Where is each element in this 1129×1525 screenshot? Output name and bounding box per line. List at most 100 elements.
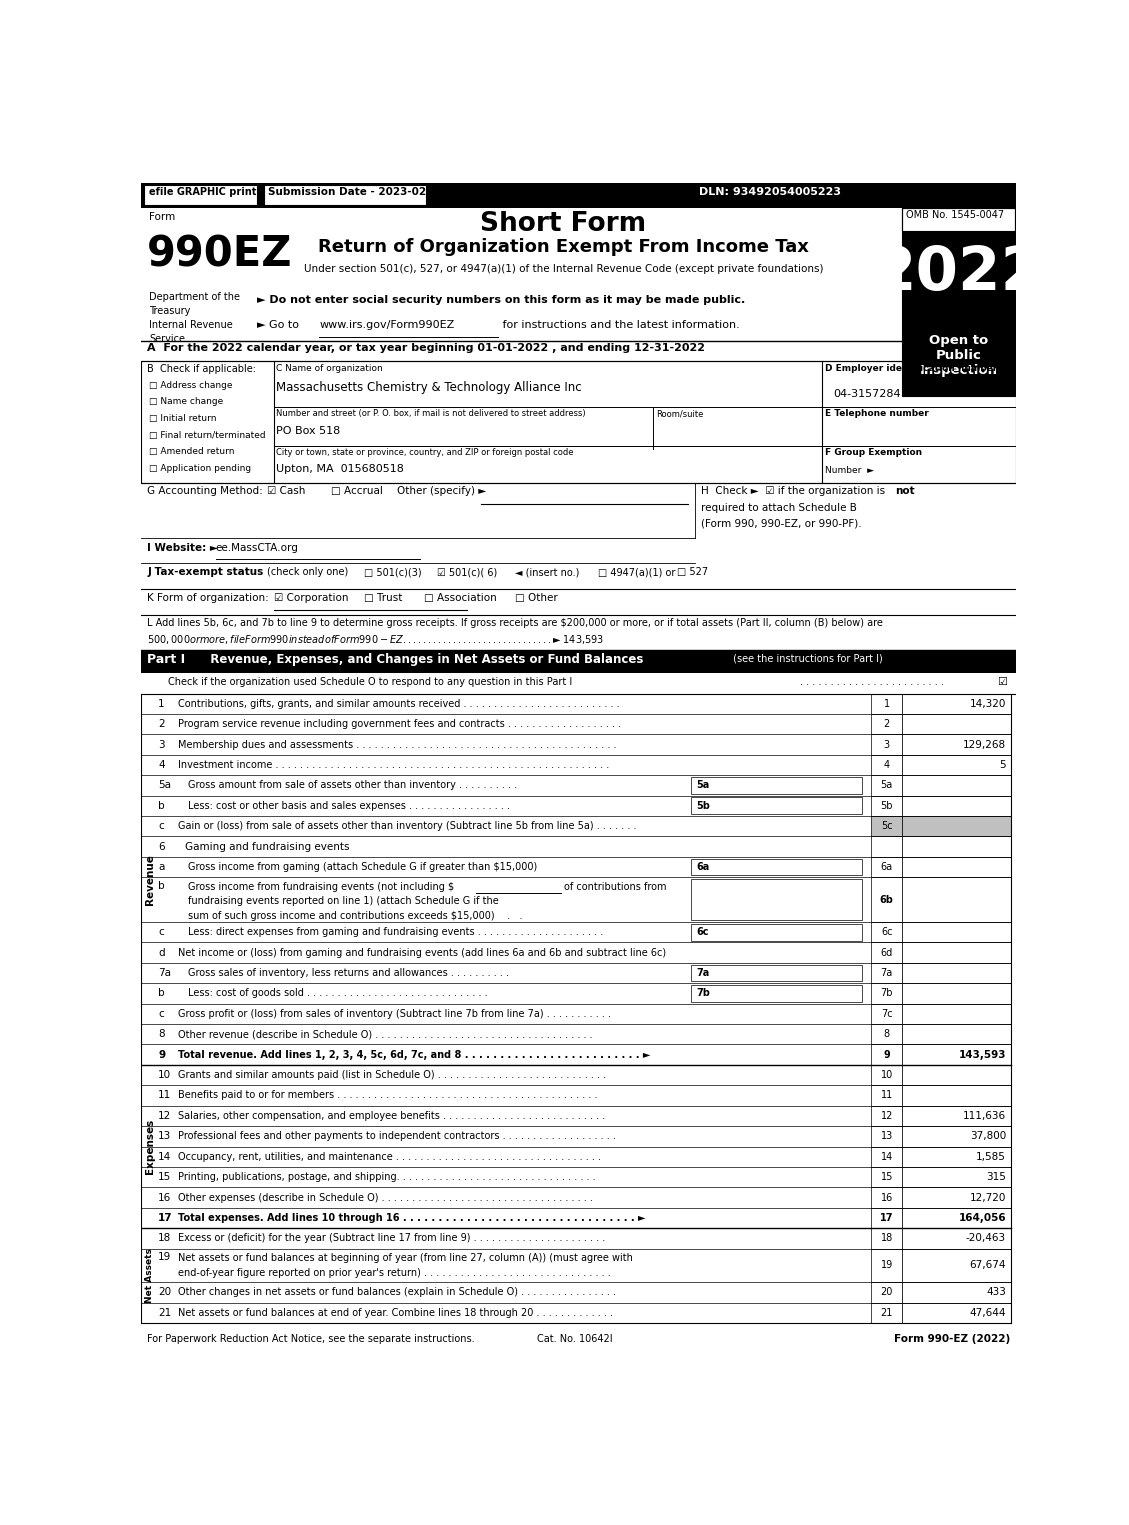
Text: 19: 19 — [158, 1252, 172, 1263]
Text: □ Final return/terminated: □ Final return/terminated — [149, 430, 265, 439]
Bar — [872, 1086, 902, 1106]
Text: 16: 16 — [881, 1193, 893, 1203]
Text: Department of the: Department of the — [149, 293, 239, 302]
Bar — [872, 984, 902, 1003]
Text: Printing, publications, postage, and shipping. . . . . . . . . . . . . . . . . .: Printing, publications, postage, and shi… — [178, 1173, 596, 1182]
Text: Net Assets: Net Assets — [146, 1247, 155, 1302]
Text: Check if the organization used Schedule O to respond to any question in this Par: Check if the organization used Schedule … — [168, 677, 572, 686]
Text: 20: 20 — [158, 1287, 172, 1298]
Text: □ Amended return: □ Amended return — [149, 447, 235, 456]
Text: Part I: Part I — [147, 654, 185, 666]
Bar — [902, 1045, 1010, 1064]
Bar — [872, 1283, 902, 1302]
Text: 6c: 6c — [881, 927, 892, 938]
Text: 433: 433 — [986, 1287, 1006, 1298]
Text: Submission Date - 2023-02-23: Submission Date - 2023-02-23 — [269, 188, 445, 197]
Text: Return of Organization Exempt From Income Tax: Return of Organization Exempt From Incom… — [318, 238, 809, 256]
Bar — [902, 1025, 1010, 1045]
Text: (check only one): (check only one) — [266, 567, 348, 578]
Text: J Tax-exempt status: J Tax-exempt status — [147, 567, 263, 578]
Text: 04-3157284: 04-3157284 — [833, 389, 901, 398]
Text: Gross amount from sale of assets other than inventory . . . . . . . . . .: Gross amount from sale of assets other t… — [187, 781, 517, 790]
Bar — [902, 816, 1010, 836]
Text: sum of such gross income and contributions exceeds $15,000)    .   .: sum of such gross income and contributio… — [187, 910, 522, 921]
Text: ☑ Corporation: ☑ Corporation — [274, 593, 349, 604]
Text: □ 527: □ 527 — [677, 567, 709, 578]
Text: 12: 12 — [881, 1110, 893, 1121]
Text: 11: 11 — [881, 1090, 893, 1101]
Text: not: not — [895, 486, 914, 496]
Text: 5c: 5c — [881, 820, 893, 831]
Bar — [902, 857, 1010, 877]
Bar — [872, 735, 902, 755]
Bar — [872, 816, 902, 836]
Text: (see the instructions for Part I): (see the instructions for Part I) — [730, 654, 883, 663]
Bar — [902, 923, 1010, 942]
Text: for instructions and the latest information.: for instructions and the latest informat… — [499, 320, 739, 329]
Text: 7a: 7a — [881, 968, 893, 978]
Text: DLN: 93492054005223: DLN: 93492054005223 — [699, 188, 841, 197]
Text: 18: 18 — [881, 1234, 893, 1243]
Bar — [902, 1188, 1010, 1208]
Bar — [691, 798, 861, 814]
Text: Net assets or fund balances at end of year. Combine lines 18 through 20 . . . . : Net assets or fund balances at end of ye… — [178, 1308, 613, 1318]
Text: A  For the 2022 calendar year, or tax year beginning 01-01-2022 , and ending 12-: A For the 2022 calendar year, or tax yea… — [147, 343, 706, 354]
Text: 5a: 5a — [881, 781, 893, 790]
Bar — [902, 230, 1015, 316]
Text: Revenue, Expenses, and Changes in Net Assets or Fund Balances: Revenue, Expenses, and Changes in Net As… — [202, 654, 642, 666]
Bar — [872, 1228, 902, 1249]
Text: ► Do not enter social security numbers on this form as it may be made public.: ► Do not enter social security numbers o… — [257, 294, 745, 305]
Text: E Telephone number: E Telephone number — [825, 409, 929, 418]
Text: 5a: 5a — [158, 781, 172, 790]
Text: Less: cost of goods sold . . . . . . . . . . . . . . . . . . . . . . . . . . . .: Less: cost of goods sold . . . . . . . .… — [187, 988, 488, 999]
Bar — [691, 965, 861, 981]
Text: 19: 19 — [881, 1260, 893, 1270]
Text: Contributions, gifts, grants, and similar amounts received . . . . . . . . . . .: Contributions, gifts, grants, and simila… — [178, 698, 620, 709]
Bar — [902, 984, 1010, 1003]
Text: c: c — [158, 820, 164, 831]
Bar — [872, 877, 902, 923]
Bar — [902, 714, 1010, 735]
Text: 6d: 6d — [881, 947, 893, 958]
Bar — [872, 1003, 902, 1025]
Bar — [263, 186, 427, 206]
Text: 7a: 7a — [695, 968, 709, 978]
Bar — [872, 923, 902, 942]
Text: 13: 13 — [158, 1132, 172, 1141]
Text: Upton, MA  015680518: Upton, MA 015680518 — [275, 464, 404, 474]
Text: Gross income from fundraising events (not including $: Gross income from fundraising events (no… — [187, 881, 454, 892]
Text: 5b: 5b — [881, 801, 893, 811]
Bar — [902, 942, 1010, 962]
Text: . . . . . . . . . . . . . . . . . . . . . . . .: . . . . . . . . . . . . . . . . . . . . … — [799, 677, 944, 686]
Bar — [902, 207, 1015, 396]
Text: 4: 4 — [158, 759, 165, 770]
Bar — [872, 1188, 902, 1208]
Text: Other changes in net assets or fund balances (explain in Schedule O) . . . . . .: Other changes in net assets or fund bala… — [178, 1287, 616, 1298]
Text: □ 4947(a)(1) or: □ 4947(a)(1) or — [598, 567, 676, 578]
Text: Internal Revenue: Internal Revenue — [149, 320, 233, 329]
Text: 7b: 7b — [881, 988, 893, 999]
Text: 21: 21 — [158, 1308, 172, 1318]
Text: c: c — [158, 927, 164, 938]
Text: 17: 17 — [879, 1212, 893, 1223]
Text: $500,000 or more, file Form 990 instead of Form 990-EZ . . . . . . . . . . . . .: $500,000 or more, file Form 990 instead … — [147, 633, 604, 647]
Text: 67,674: 67,674 — [970, 1260, 1006, 1270]
Text: www.irs.gov/Form990EZ: www.irs.gov/Form990EZ — [320, 320, 455, 329]
Text: Gross income from gaming (attach Schedule G if greater than $15,000): Gross income from gaming (attach Schedul… — [187, 862, 537, 872]
Text: 7c: 7c — [881, 1010, 893, 1019]
Bar — [902, 775, 1010, 796]
Bar — [141, 361, 1016, 482]
Bar — [872, 1147, 902, 1167]
Bar — [902, 962, 1010, 984]
Text: Net assets or fund balances at beginning of year (from line 27, column (A)) (mus: Net assets or fund balances at beginning… — [178, 1254, 633, 1263]
Text: □ Application pending: □ Application pending — [149, 464, 251, 473]
Text: Investment income . . . . . . . . . . . . . . . . . . . . . . . . . . . . . . . : Investment income . . . . . . . . . . . … — [178, 759, 610, 770]
Text: 16: 16 — [158, 1193, 172, 1203]
Text: OMB No. 1545-0047: OMB No. 1545-0047 — [907, 210, 1004, 220]
Text: Program service revenue including government fees and contracts . . . . . . . . : Program service revenue including govern… — [178, 720, 621, 729]
Text: Total expenses. Add lines 10 through 16 . . . . . . . . . . . . . . . . . . . . : Total expenses. Add lines 10 through 16 … — [178, 1212, 646, 1223]
Bar — [872, 1208, 902, 1228]
Text: 1: 1 — [884, 698, 890, 709]
Text: Other expenses (describe in Schedule O) . . . . . . . . . . . . . . . . . . . . : Other expenses (describe in Schedule O) … — [178, 1193, 593, 1203]
Text: 47,644: 47,644 — [970, 1308, 1006, 1318]
